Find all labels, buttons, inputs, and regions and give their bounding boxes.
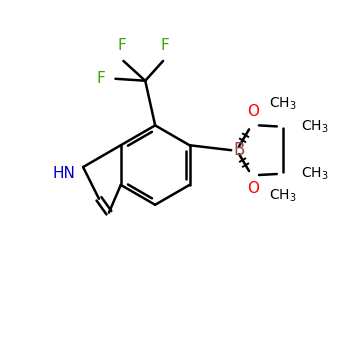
Text: F: F: [161, 38, 169, 53]
Text: O: O: [247, 181, 259, 196]
Text: HN: HN: [52, 166, 75, 181]
Text: B: B: [233, 141, 245, 159]
Text: CH$_3$: CH$_3$: [269, 188, 296, 204]
Text: CH$_3$: CH$_3$: [301, 118, 328, 135]
Text: CH$_3$: CH$_3$: [269, 96, 296, 112]
Text: O: O: [247, 104, 259, 119]
Text: F: F: [117, 38, 126, 53]
Text: CH$_3$: CH$_3$: [301, 166, 328, 182]
Text: F: F: [97, 71, 106, 86]
